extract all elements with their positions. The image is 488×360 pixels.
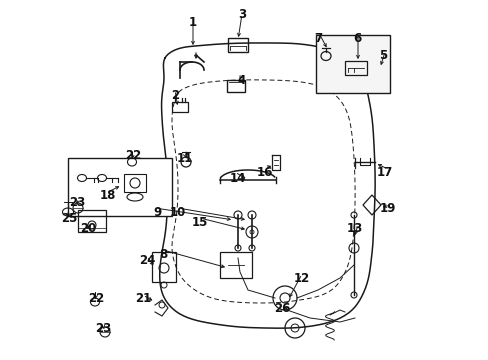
Bar	[124, 174, 146, 192]
Text: 4: 4	[237, 73, 245, 86]
Text: 15: 15	[191, 216, 208, 229]
Text: 18: 18	[100, 189, 116, 202]
Text: 7: 7	[313, 32, 322, 45]
Text: 13: 13	[346, 221, 363, 234]
Text: 20: 20	[80, 221, 96, 234]
Text: 16: 16	[256, 166, 273, 179]
Bar	[68, 158, 172, 216]
Text: 11: 11	[177, 152, 193, 165]
Text: 5: 5	[378, 49, 386, 62]
Text: 3: 3	[238, 8, 245, 21]
Text: 14: 14	[229, 171, 245, 185]
Text: 8: 8	[159, 248, 167, 261]
Text: 25: 25	[61, 212, 77, 225]
Text: 17: 17	[376, 166, 392, 179]
Bar	[227, 38, 247, 52]
Bar	[220, 252, 251, 278]
Text: 23: 23	[95, 321, 111, 334]
Text: 9: 9	[154, 206, 162, 219]
Text: 19: 19	[379, 202, 395, 215]
Text: 26: 26	[273, 302, 289, 315]
Text: 10: 10	[169, 206, 186, 219]
Text: 22: 22	[124, 149, 141, 162]
Text: 12: 12	[293, 271, 309, 284]
Bar	[345, 61, 366, 75]
Bar	[172, 102, 187, 112]
Text: 6: 6	[352, 32, 360, 45]
Text: 21: 21	[135, 292, 151, 305]
Text: 23: 23	[69, 195, 85, 208]
Text: 2: 2	[171, 89, 179, 102]
Bar	[152, 252, 176, 282]
Bar	[226, 80, 244, 92]
Text: 1: 1	[188, 15, 197, 28]
Text: 22: 22	[88, 292, 104, 305]
Bar	[78, 210, 106, 232]
Text: 24: 24	[139, 253, 155, 266]
Bar	[315, 35, 389, 93]
